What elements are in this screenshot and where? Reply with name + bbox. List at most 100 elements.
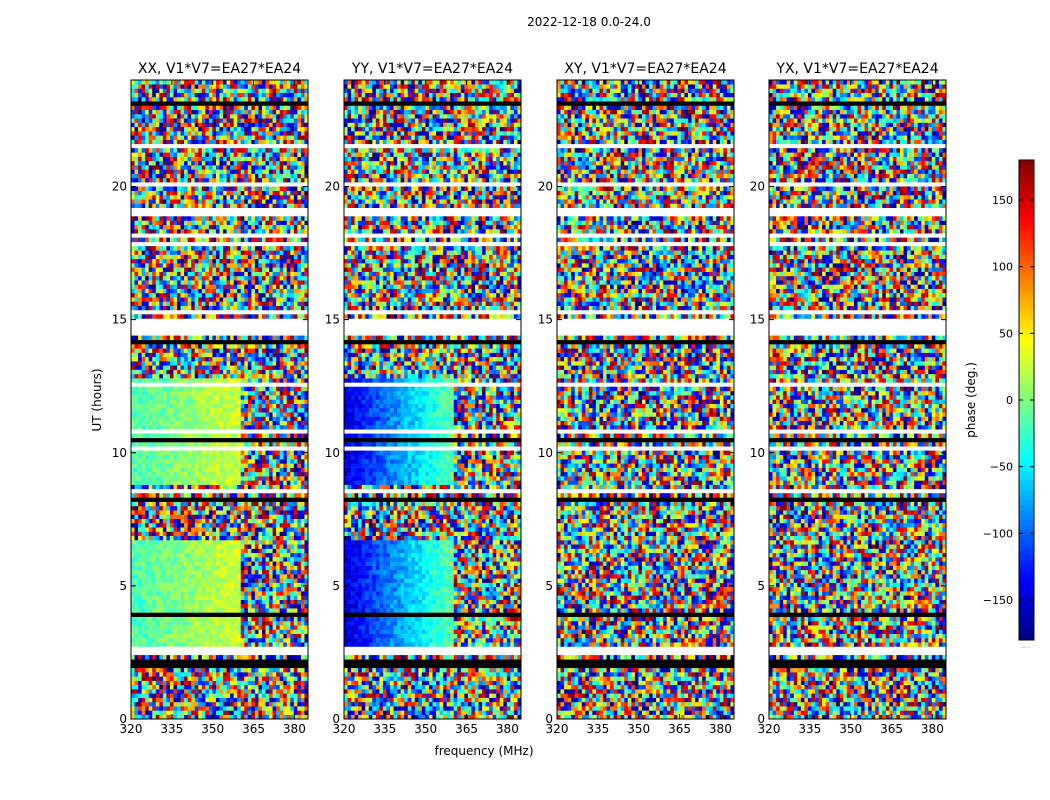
heatmap-cell <box>223 514 227 519</box>
heatmap-cell <box>233 471 238 477</box>
heatmap-cell <box>198 693 203 698</box>
heatmap-cell <box>187 510 192 515</box>
heatmap-cell <box>251 701 256 707</box>
heatmap-cell <box>265 284 270 289</box>
heatmap-cell <box>205 356 210 362</box>
heatmap-cell <box>300 352 305 358</box>
heatmap-cell <box>205 420 210 426</box>
heatmap-cell <box>194 642 199 647</box>
heatmap-cell <box>240 344 245 349</box>
heatmap-cell <box>191 569 196 575</box>
heatmap-cell <box>205 561 210 566</box>
heatmap-cell <box>134 667 139 673</box>
heatmap-cell <box>159 599 164 605</box>
heatmap-cell <box>145 378 149 383</box>
heatmap-cell <box>198 591 203 596</box>
heatmap-cell <box>233 395 238 400</box>
heatmap-cell <box>191 203 196 208</box>
heatmap-cell <box>258 399 263 404</box>
heatmap-cell <box>293 706 298 711</box>
heatmap-cell <box>272 335 277 341</box>
heatmap-cell <box>244 701 249 707</box>
heatmap-cell <box>162 229 167 234</box>
heatmap-cell <box>279 369 284 375</box>
heatmap-cell <box>304 629 309 634</box>
heatmap-cell <box>166 301 171 306</box>
heatmap-cell <box>173 531 178 537</box>
heatmap-cell <box>240 527 245 532</box>
heatmap-cell <box>166 676 171 681</box>
heatmap-cell <box>290 655 295 660</box>
heatmap-cell <box>283 258 288 264</box>
heatmap-cell <box>258 506 263 511</box>
heatmap-cell <box>223 348 227 353</box>
heatmap-cell <box>212 633 217 639</box>
heatmap-cell <box>237 706 242 711</box>
heatmap-cell <box>201 544 206 549</box>
heatmap-cell <box>304 254 309 260</box>
heatmap-cell <box>173 697 178 703</box>
heatmap-cell <box>244 693 249 698</box>
heatmap-cell <box>141 203 146 208</box>
heatmap-cell <box>173 301 178 306</box>
heatmap-cell <box>290 258 295 264</box>
heatmap-cell <box>159 454 164 460</box>
heatmap-cell <box>169 625 174 630</box>
heatmap-cell <box>286 390 291 396</box>
heatmap-cell <box>233 655 238 660</box>
heatmap-cell <box>254 258 259 264</box>
heatmap-cell <box>141 237 146 243</box>
heatmap-cell <box>155 586 160 592</box>
heatmap-cell <box>155 412 160 417</box>
heatmap-cell <box>180 365 185 370</box>
heatmap-cell <box>297 616 302 622</box>
heatmap-cell <box>272 454 277 460</box>
heatmap-cell <box>173 527 178 532</box>
heatmap-cell <box>247 552 252 558</box>
heatmap-cell <box>169 518 174 524</box>
heatmap-cell <box>265 361 270 366</box>
heatmap-cell <box>134 459 139 464</box>
heatmap-cell <box>279 510 284 515</box>
heatmap-cell <box>230 224 234 230</box>
heatmap-cell <box>265 531 270 537</box>
heatmap-cell <box>297 386 302 392</box>
heatmap-cell <box>180 540 185 545</box>
heatmap-cell <box>304 420 309 426</box>
heatmap-cell <box>251 527 256 532</box>
heatmap-cell <box>194 416 199 421</box>
heatmap-cell <box>169 638 174 643</box>
heatmap-cell <box>159 305 164 311</box>
heatmap-cell <box>258 527 263 532</box>
heatmap-cell <box>254 425 259 430</box>
heatmap-cell <box>223 305 227 311</box>
heatmap-cell <box>159 582 164 588</box>
heatmap-cell <box>208 271 213 277</box>
heatmap-cell <box>180 454 185 460</box>
heatmap-cell <box>244 288 249 294</box>
heatmap-cell <box>272 501 277 507</box>
heatmap-cell <box>145 314 149 319</box>
heatmap-cell <box>198 676 203 681</box>
heatmap-cell <box>286 552 291 558</box>
heatmap-cell <box>293 275 298 281</box>
heatmap-cell <box>297 706 302 711</box>
heatmap-cell <box>269 267 273 272</box>
heatmap-cell <box>205 510 210 515</box>
heatmap-cell <box>169 655 174 660</box>
heatmap-cell <box>293 629 298 634</box>
heatmap-cell <box>138 390 142 396</box>
heatmap-cell <box>208 535 213 541</box>
heatmap-cell <box>138 356 142 362</box>
heatmap-cell <box>258 625 263 630</box>
heatmap-cell <box>233 629 238 634</box>
heatmap-cell <box>155 629 160 634</box>
heatmap-cell <box>148 297 153 302</box>
heatmap-cell <box>155 638 160 643</box>
heatmap-cell <box>258 403 263 409</box>
heatmap-cell <box>134 714 139 720</box>
heatmap-cell <box>148 369 153 375</box>
heatmap-cell <box>162 714 167 720</box>
heatmap-cell <box>283 288 288 294</box>
heatmap-cell <box>223 373 227 379</box>
